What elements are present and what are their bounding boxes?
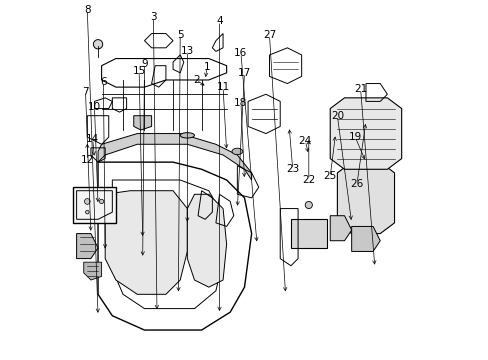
Text: 6: 6 bbox=[100, 77, 106, 87]
Text: 12: 12 bbox=[81, 156, 94, 165]
Text: 20: 20 bbox=[330, 111, 343, 121]
Polygon shape bbox=[83, 262, 102, 280]
Text: 16: 16 bbox=[234, 48, 247, 58]
Polygon shape bbox=[77, 234, 98, 258]
Text: 27: 27 bbox=[263, 30, 276, 40]
FancyBboxPatch shape bbox=[290, 219, 326, 248]
Text: 17: 17 bbox=[237, 68, 251, 78]
Polygon shape bbox=[98, 134, 251, 180]
Polygon shape bbox=[105, 191, 187, 294]
Text: 21: 21 bbox=[353, 84, 366, 94]
Text: 11: 11 bbox=[216, 82, 229, 92]
Polygon shape bbox=[351, 226, 380, 251]
Ellipse shape bbox=[231, 148, 242, 155]
Text: 9: 9 bbox=[141, 59, 147, 69]
Polygon shape bbox=[337, 162, 394, 234]
Text: 24: 24 bbox=[298, 136, 311, 146]
Circle shape bbox=[305, 202, 312, 208]
Polygon shape bbox=[187, 194, 226, 287]
Text: 26: 26 bbox=[350, 179, 363, 189]
Circle shape bbox=[85, 210, 89, 214]
Text: 1: 1 bbox=[203, 63, 210, 72]
Text: 25: 25 bbox=[323, 171, 336, 181]
Circle shape bbox=[99, 199, 103, 203]
Text: 23: 23 bbox=[285, 164, 299, 174]
Circle shape bbox=[84, 199, 90, 204]
Polygon shape bbox=[329, 98, 401, 169]
Text: 3: 3 bbox=[150, 13, 156, 22]
Text: 10: 10 bbox=[88, 102, 101, 112]
Text: 5: 5 bbox=[177, 30, 183, 40]
Text: 18: 18 bbox=[234, 98, 247, 108]
Text: 4: 4 bbox=[216, 16, 223, 26]
Text: 13: 13 bbox=[181, 46, 194, 57]
Text: 14: 14 bbox=[86, 134, 99, 144]
Ellipse shape bbox=[180, 133, 194, 138]
Polygon shape bbox=[134, 116, 151, 130]
Polygon shape bbox=[329, 216, 351, 241]
Text: 22: 22 bbox=[302, 175, 315, 185]
Text: 7: 7 bbox=[82, 87, 89, 98]
FancyBboxPatch shape bbox=[73, 187, 116, 223]
Text: 8: 8 bbox=[84, 5, 90, 15]
Circle shape bbox=[93, 40, 102, 49]
Text: 15: 15 bbox=[132, 66, 145, 76]
Text: 19: 19 bbox=[348, 132, 361, 142]
Text: 2: 2 bbox=[193, 75, 199, 85]
